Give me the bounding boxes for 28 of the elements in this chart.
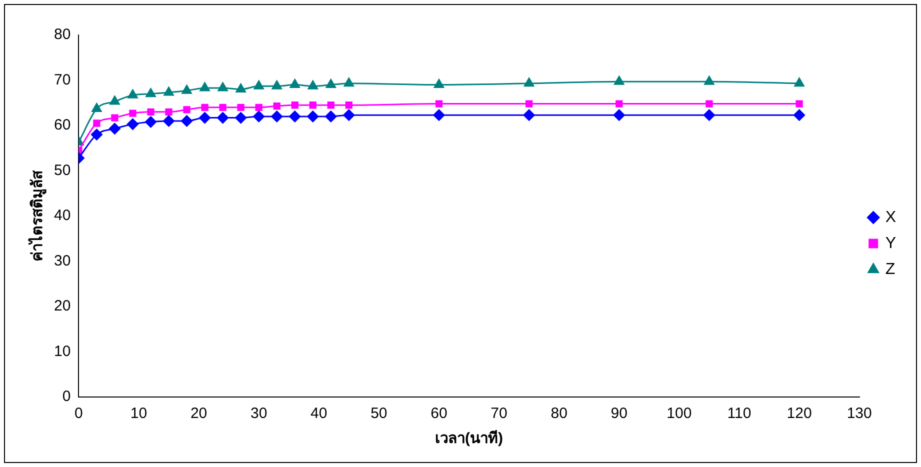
x-tick-label: 30 <box>250 405 268 422</box>
legend-label: X <box>885 208 896 226</box>
x-tick-label: 60 <box>430 405 448 422</box>
x-tick-label: 130 <box>846 405 872 422</box>
x-tick-label: 20 <box>190 405 208 422</box>
x-tick-label: 80 <box>550 405 568 422</box>
x-tick-label: 10 <box>130 405 148 422</box>
x-tick-label: 90 <box>610 405 628 422</box>
x-tick-label: 0 <box>74 405 83 422</box>
x-tick-label: 100 <box>666 405 692 422</box>
y-tick-label: 40 <box>54 207 71 224</box>
y-tick-label: 20 <box>54 298 71 315</box>
x-tick-label: 110 <box>727 405 752 422</box>
x-tick-label: 120 <box>786 405 812 422</box>
x-tick-label: 40 <box>310 405 328 422</box>
x-tick-label: 50 <box>370 405 388 422</box>
x-tick-label: 70 <box>490 405 508 422</box>
x-axis-title: เวลา(นาที) <box>435 430 504 448</box>
y-tick-label: 50 <box>54 162 71 179</box>
y-tick-label: 0 <box>62 388 71 406</box>
y-tick-label: 10 <box>54 342 71 360</box>
y-tick-label: 60 <box>54 116 71 134</box>
y-tick-label: 30 <box>54 252 71 270</box>
y-tick-label: 70 <box>54 71 71 88</box>
y-axis-title: ค่าไตรสติมูลัส <box>27 170 48 262</box>
legend-label: Z <box>885 260 896 278</box>
y-tick-label: 80 <box>54 26 71 44</box>
legend-label: Y <box>885 234 896 252</box>
